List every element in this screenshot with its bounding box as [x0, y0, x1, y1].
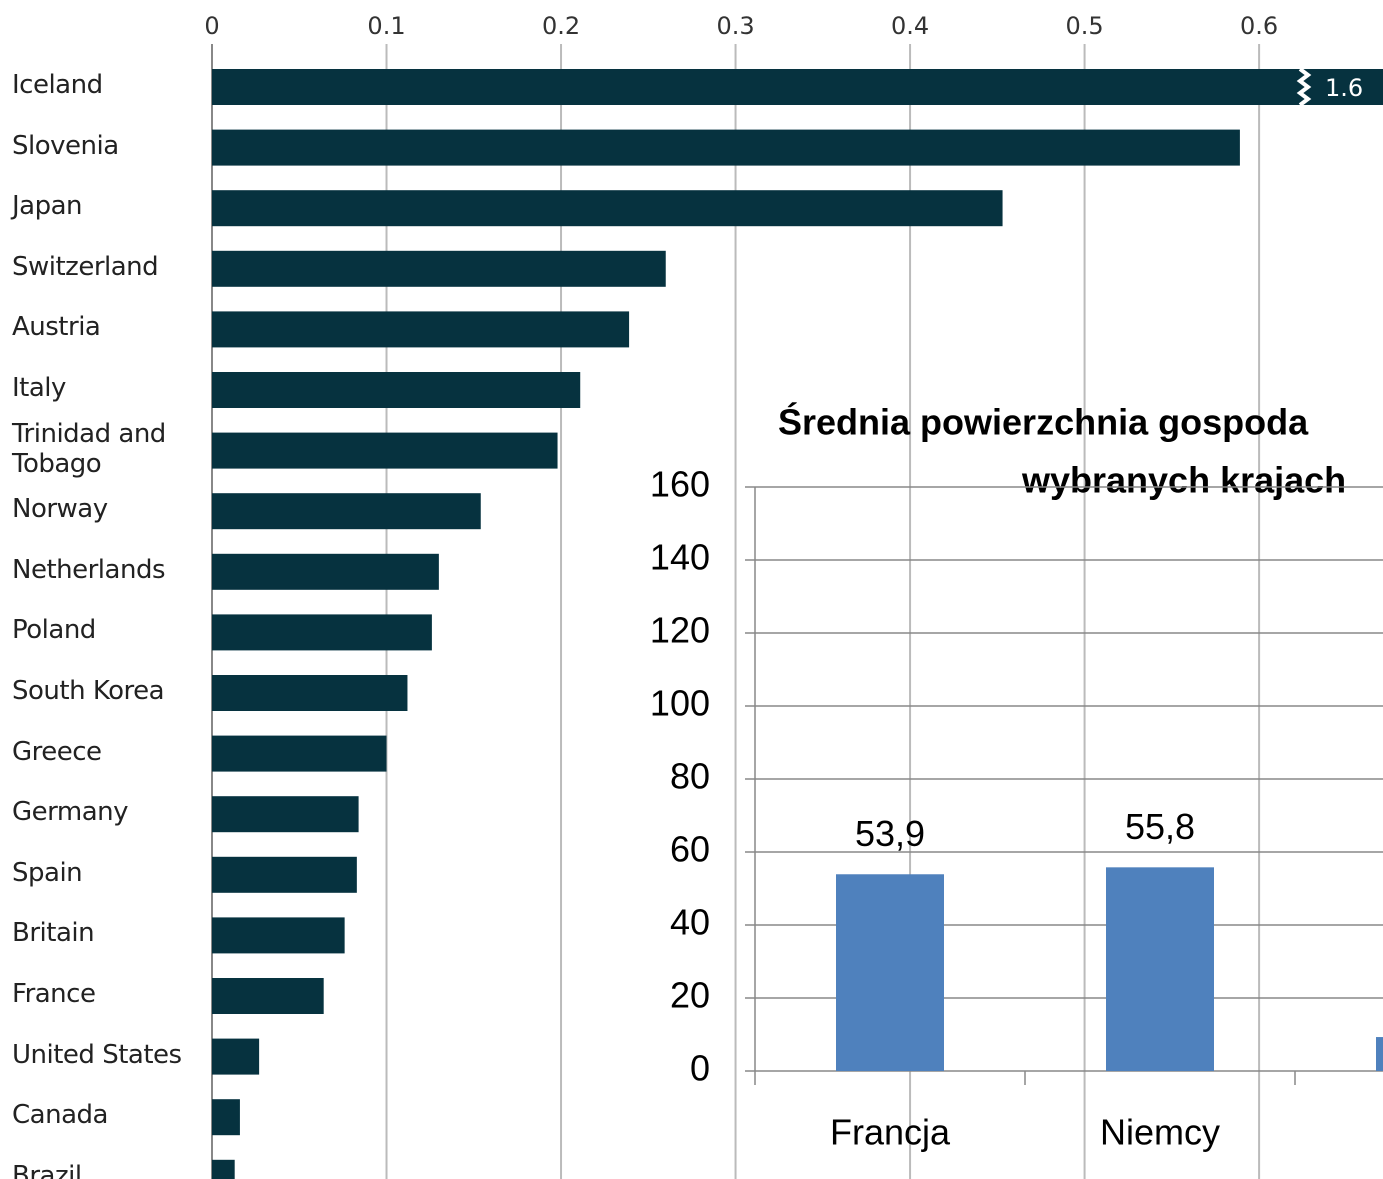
bar [212, 129, 1240, 166]
value-label: 53,9 [855, 813, 925, 854]
category-label: United States [12, 1039, 182, 1070]
category-label: Spain [12, 857, 83, 888]
y-tick-label: 60 [670, 829, 710, 870]
bar [1376, 1037, 1383, 1071]
bar [212, 250, 666, 287]
category-label: Greece [12, 736, 102, 767]
category-label: Poland [12, 615, 96, 646]
y-tick-label: 160 [650, 464, 710, 505]
y-tick-label: 40 [670, 902, 710, 943]
bar [212, 311, 630, 348]
category-label: Britain [12, 918, 95, 949]
category-label: France [12, 979, 96, 1009]
x-tick-label: Niemcy [1100, 1112, 1220, 1153]
bar [212, 856, 357, 893]
category-label: Trinidad and Tobago [12, 418, 166, 479]
bar [212, 372, 581, 408]
bar [212, 1038, 260, 1075]
y-tick-label: 0 [690, 1048, 710, 1089]
bar [212, 493, 481, 530]
category-label: Netherlands [12, 554, 166, 585]
x-tick-label: 0.3 [716, 12, 754, 40]
bar [212, 917, 345, 954]
category-label: Switzerland [12, 251, 159, 282]
y-tick-label: 100 [650, 683, 710, 724]
bar [212, 675, 408, 711]
y-tick-label: 80 [670, 756, 710, 797]
bar [212, 190, 1003, 227]
y-tick-label: 140 [650, 537, 710, 578]
chart-title: Średnia powierzchnia gospoda [778, 401, 1309, 443]
y-tick-label: 120 [650, 610, 710, 651]
category-label: Germany [12, 797, 129, 828]
category-label: Iceland [12, 70, 103, 100]
bar [836, 874, 944, 1071]
x-tick-label: 0.5 [1065, 12, 1103, 40]
chart-title: wybranych krajach [1021, 460, 1346, 501]
y-tick-label: 20 [670, 975, 710, 1016]
bar [212, 432, 558, 469]
category-label: Canada [12, 1100, 108, 1131]
x-tick-label: 0 [204, 12, 219, 40]
category-label: Japan [12, 191, 83, 222]
value-label: 1.6 [1325, 74, 1363, 102]
x-tick-label: 0.1 [367, 12, 405, 40]
bar [212, 1159, 235, 1179]
bar [1106, 867, 1214, 1071]
x-tick-label: 0.4 [891, 12, 929, 40]
bar [212, 614, 432, 651]
category-label: Slovenia [12, 130, 119, 161]
bar [212, 735, 387, 772]
category-label: Italy [12, 373, 66, 403]
bar [212, 1099, 240, 1136]
bar [212, 69, 1383, 105]
value-label: 55,8 [1125, 806, 1195, 847]
x-tick-label: 0.6 [1240, 12, 1278, 40]
category-label: Norway [12, 494, 108, 525]
x-tick-label: Francja [830, 1112, 951, 1153]
bar [212, 796, 359, 833]
bar [212, 978, 324, 1014]
category-label: Brazil [12, 1160, 82, 1179]
bar [212, 553, 439, 590]
category-label: South Korea [12, 676, 165, 706]
axis-break [1296, 67, 1312, 107]
x-tick-label: 0.2 [542, 12, 580, 40]
category-label: Austria [12, 312, 101, 343]
